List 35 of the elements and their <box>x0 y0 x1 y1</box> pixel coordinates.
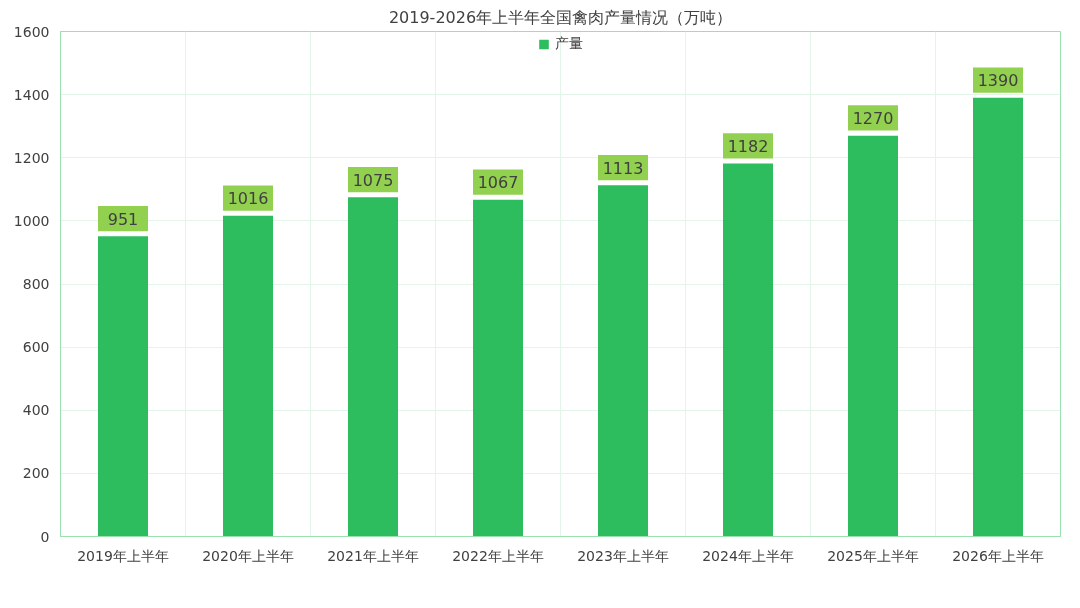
chart-title: 2019-2026年上半年全国禽肉产量情况（万吨） <box>388 7 733 27</box>
x-tick-label: 2021年上半年 <box>327 547 419 564</box>
data-label: 1182 <box>727 136 769 156</box>
y-tick-label: 800 <box>22 276 50 292</box>
bar <box>848 135 898 537</box>
bar <box>598 185 648 537</box>
legend-label: 产量 <box>554 35 583 53</box>
y-tick-label: 0 <box>40 528 50 545</box>
data-label: 1113 <box>602 158 644 178</box>
y-tick-label: 1200 <box>13 149 50 166</box>
x-tick-label: 2022年上半年 <box>452 547 544 564</box>
bar <box>223 215 273 537</box>
y-tick-label: 600 <box>22 339 50 356</box>
bar <box>473 199 523 537</box>
bar <box>723 163 773 537</box>
bar <box>973 97 1023 537</box>
y-tick-label: 400 <box>22 402 50 419</box>
y-tick-label: 1000 <box>13 212 50 229</box>
data-label: 1270 <box>852 108 894 128</box>
data-label: 1075 <box>352 170 394 190</box>
x-tick-label: 2026年上半年 <box>952 547 1044 564</box>
y-tick-label: 1600 <box>13 23 50 40</box>
x-tick-label: 2020年上半年 <box>202 547 294 564</box>
y-tick-label: 200 <box>22 465 50 482</box>
data-label: 1016 <box>227 189 269 209</box>
bar <box>98 236 148 537</box>
x-tick-label: 2025年上半年 <box>827 547 919 564</box>
bar <box>348 197 398 537</box>
data-label: 1390 <box>977 71 1019 91</box>
x-tick-label: 2019年上半年 <box>77 547 169 564</box>
x-tick-label: 2023年上半年 <box>577 547 669 564</box>
data-label: 951 <box>107 209 139 229</box>
x-tick-label: 2024年上半年 <box>702 547 794 564</box>
data-label: 1067 <box>477 173 519 193</box>
y-tick-label: 1400 <box>13 86 50 103</box>
